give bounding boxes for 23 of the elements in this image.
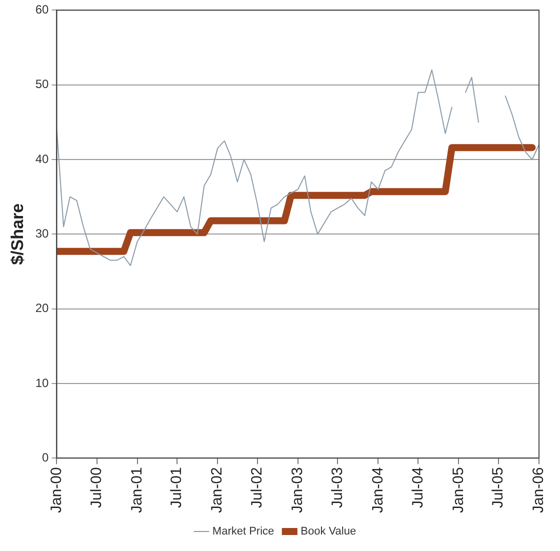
- legend-label: Book Value: [300, 526, 356, 538]
- x-tick-label: Jul-01: [168, 467, 186, 508]
- y-tick-label: 20: [35, 301, 50, 316]
- y-tick-label: 10: [35, 376, 50, 390]
- y-tick-label: 0: [42, 450, 50, 464]
- x-tick-label: Jul-00: [88, 467, 105, 508]
- y-tick-label: 60: [35, 2, 50, 17]
- x-tick-label: Jan-01: [128, 467, 146, 514]
- x-tick-label: Jul-02: [248, 467, 266, 508]
- y-tick-label: 30: [35, 226, 50, 240]
- y-axis-title: $/Share: [8, 203, 27, 265]
- x-tick-label: Jan-06: [530, 467, 548, 514]
- legend-label: Market Price: [212, 526, 274, 538]
- x-tick-label: Jan-03: [289, 467, 306, 514]
- x-tick-label: Jan-05: [450, 467, 467, 514]
- x-tick-label: Jan-04: [369, 467, 386, 514]
- y-tick-label: 50: [35, 77, 50, 92]
- x-tick-label: Jul-04: [409, 467, 426, 508]
- x-tick-label: Jan-00: [48, 467, 65, 514]
- x-tick-label: Jul-05: [490, 467, 507, 508]
- x-tick-label: Jul-03: [328, 467, 346, 508]
- x-tick-label: Jan-02: [208, 467, 226, 514]
- y-tick-label: 40: [35, 152, 50, 166]
